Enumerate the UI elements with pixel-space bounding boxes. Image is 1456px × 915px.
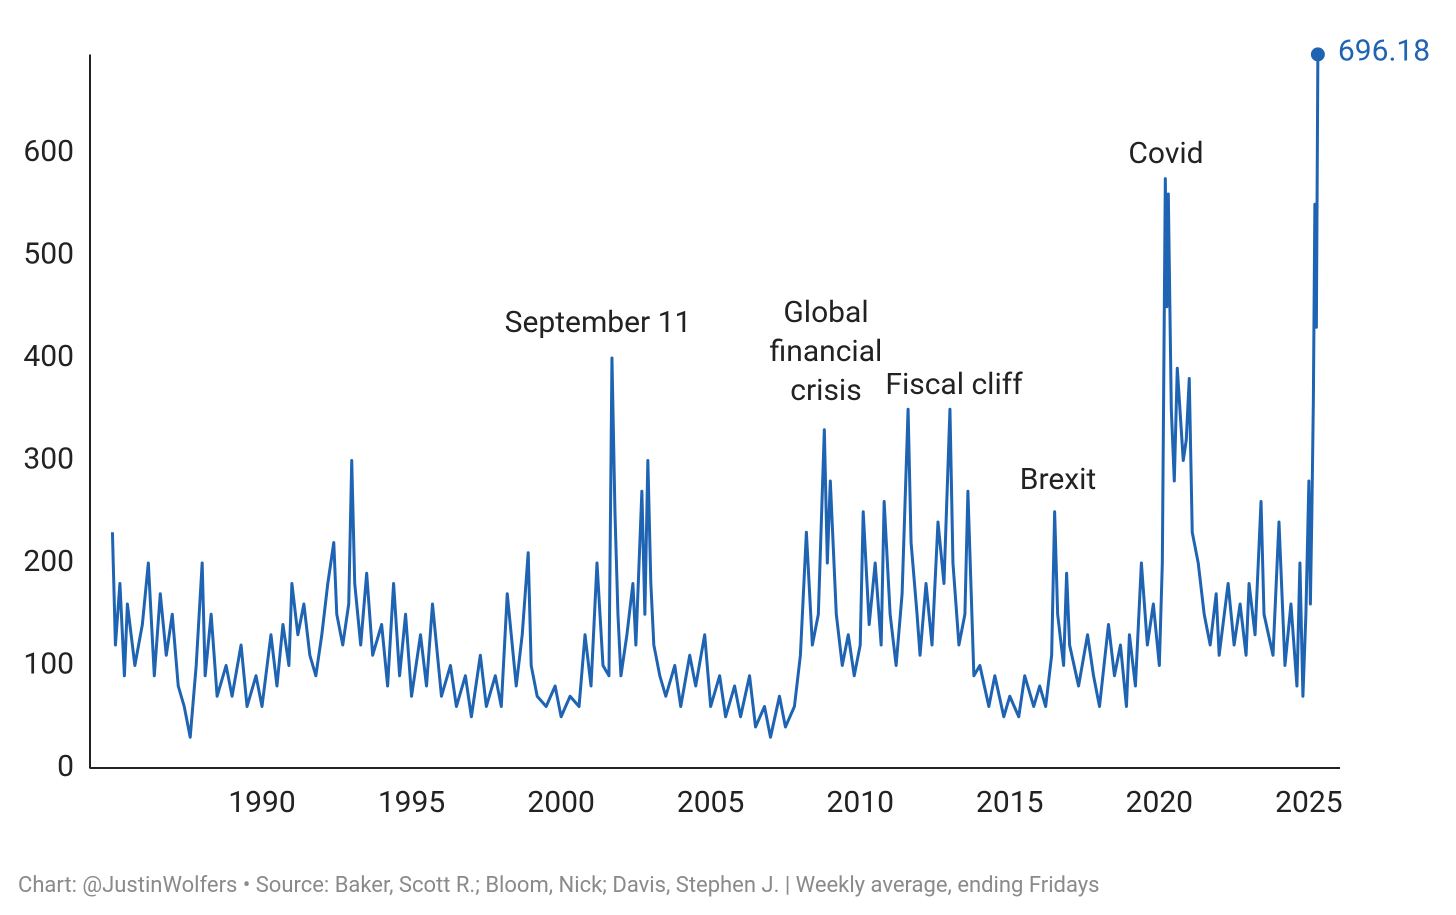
x-tick-label: 2000 — [527, 785, 594, 820]
y-tick-label: 300 — [23, 441, 74, 476]
x-tick-label: 2015 — [976, 785, 1043, 820]
x-tick-label: 2010 — [826, 785, 893, 820]
x-tick-label: 1990 — [228, 785, 295, 820]
y-tick-label: 500 — [23, 236, 74, 271]
annotation: financial — [770, 334, 883, 369]
annotation: crisis — [790, 373, 861, 408]
x-tick-label: 2025 — [1275, 785, 1342, 820]
y-tick-label: 200 — [23, 544, 74, 579]
last-point — [1310, 47, 1325, 62]
x-tick-label: 2020 — [1126, 785, 1193, 820]
x-tick-label: 2005 — [677, 785, 744, 820]
y-tick-label: 600 — [23, 134, 74, 169]
annotation: Covid — [1128, 136, 1203, 171]
y-tick-label: 400 — [23, 339, 74, 374]
source-note: Chart: @JustinWolfers • Source: Baker, S… — [18, 873, 1100, 898]
annotation: September 11 — [505, 305, 692, 340]
annotation: Global — [783, 295, 868, 330]
annotation: Brexit — [1020, 462, 1096, 497]
y-tick-label: 100 — [23, 646, 74, 681]
last-value-label: 696.18 — [1338, 33, 1430, 68]
series-line — [110, 54, 1320, 739]
annotation: Fiscal cliff — [885, 367, 1023, 402]
y-tick-label: 0 — [57, 749, 74, 784]
x-tick-label: 1995 — [378, 785, 445, 820]
